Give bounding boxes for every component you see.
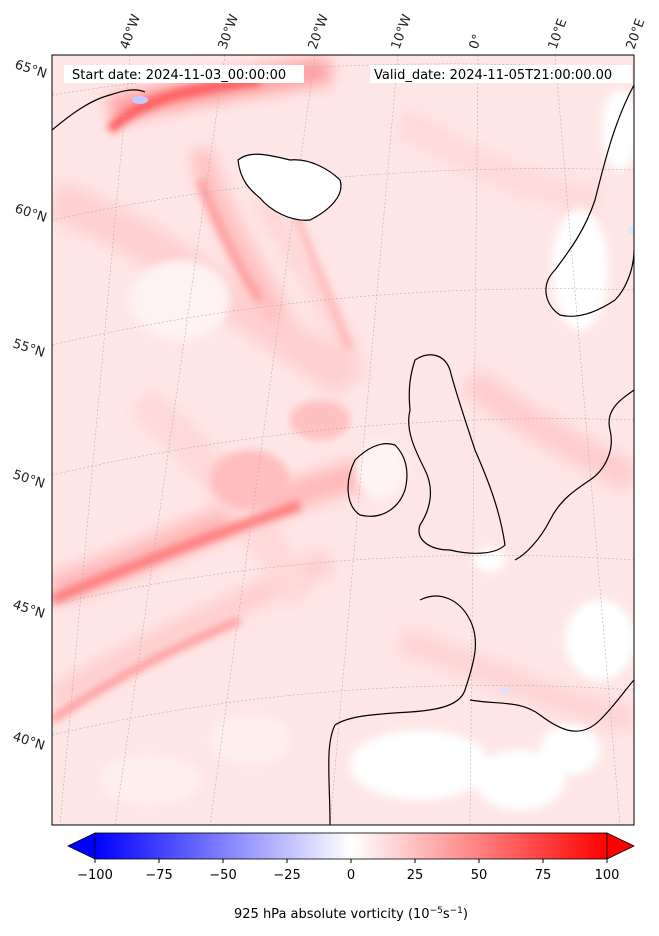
colorbar-tick-label: −25 (273, 868, 300, 883)
lon-label-10w: 10°W (389, 12, 415, 51)
start-date-box (64, 65, 304, 83)
lon-label-20w: 20°W (306, 12, 332, 51)
colorbar-title: 925 hPa absolute vorticity (10−5s−1) (234, 906, 468, 922)
colorbar-bar (94, 832, 608, 860)
lon-label-0: 0° (467, 32, 486, 51)
valid-date-label: Valid_date: 2024-11-05T21:00:00.00 (374, 68, 612, 83)
colorbar-tick-label: 0 (347, 868, 355, 883)
valid-date-box (370, 65, 632, 83)
coastlines (52, 84, 634, 825)
colorbar-tick-label: −75 (145, 868, 172, 883)
colorbar-tick-label: 25 (407, 868, 424, 883)
map-frame (51, 54, 635, 826)
lon-label-30w: 30°W (216, 12, 242, 51)
graticule (52, 55, 634, 825)
lat-label-55n: 55°N (11, 337, 47, 361)
colorbar: −100 −75 −50 −25 0 25 50 75 100 (67, 832, 635, 883)
lat-label-40n: 40°N (11, 730, 47, 754)
colorbar-tick-label: −50 (209, 868, 236, 883)
lat-label-50n: 50°N (11, 468, 47, 492)
longitude-labels: 40°W 30°W 20°W 10°W 0° 10°E 20°E (118, 12, 649, 51)
lon-label-20e: 20°E (624, 17, 649, 52)
lat-label-45n: 45°N (11, 598, 47, 622)
start-date-label: Start date: 2024-11-03_00:00:00 (72, 68, 286, 83)
colorbar-tick-label: 100 (595, 868, 620, 883)
lat-label-65n: 65°N (13, 58, 49, 82)
lon-label-40w: 40°W (118, 12, 144, 51)
colorbar-tick-label: 50 (471, 868, 488, 883)
colorbar-tick-label: 75 (535, 868, 552, 883)
colorbar-low-extend (67, 832, 96, 860)
colorbar-tick-label: −100 (77, 868, 113, 883)
vorticity-field (52, 55, 634, 825)
lon-label-10e: 10°E (546, 17, 571, 52)
colorbar-high-extend (606, 832, 635, 860)
latitude-labels: 65°N 60°N 55°N 50°N 45°N 40°N (11, 58, 49, 754)
lat-label-60n: 60°N (13, 202, 49, 226)
